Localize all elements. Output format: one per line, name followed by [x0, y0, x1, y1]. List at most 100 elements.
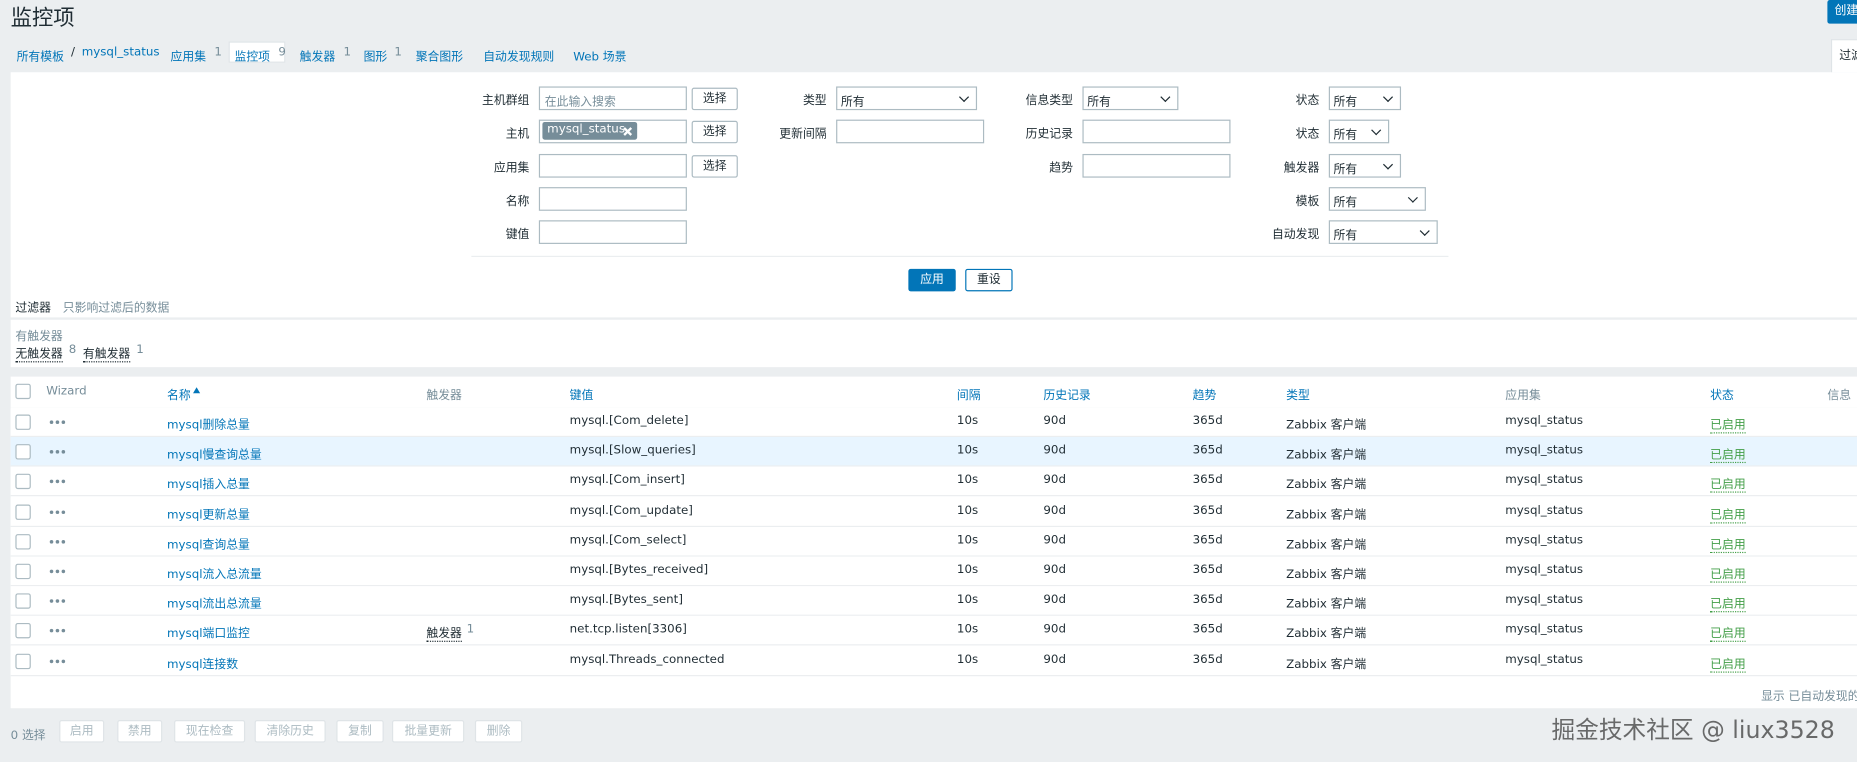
tab[interactable]: 监控项 [234, 50, 271, 64]
cell-name[interactable]: mysql端口监控 [166, 628, 250, 642]
cell-status[interactable]: 已启用 [1710, 653, 1746, 673]
column-header[interactable]: 状态 [1710, 389, 1734, 403]
cell-key: mysql.[Com_select] [569, 533, 687, 547]
breadcrumb[interactable]: 所有模板 [16, 50, 64, 64]
column-header: Wizard [46, 384, 87, 398]
cell-name[interactable]: mysql删除总量 [166, 419, 250, 433]
cell-status[interactable]: 已启用 [1710, 564, 1746, 583]
row-checkbox[interactable] [15, 563, 31, 580]
cell-name[interactable]: mysql连接数 [166, 657, 239, 672]
filter-select[interactable] [1328, 220, 1438, 244]
filter-label: 类型 [802, 94, 827, 108]
cell-history: 90d [1043, 474, 1066, 488]
cell-status[interactable]: 已启用 [1710, 504, 1746, 523]
cell-status[interactable]: 已启用 [1710, 415, 1746, 434]
header-checkbox[interactable] [15, 383, 31, 400]
action-button[interactable]: 启用 [59, 720, 105, 743]
select-button[interactable]: 选择 [691, 87, 738, 111]
cell-name[interactable]: mysql插入总量 [166, 478, 250, 492]
tab-count: 1 [394, 46, 402, 60]
filter-tab[interactable]: 过滤 [1830, 39, 1857, 73]
wizard-dot [55, 539, 60, 544]
column-header[interactable]: 名称 [166, 389, 191, 403]
cell-name[interactable]: mysql查询总量 [166, 538, 250, 552]
cell-status[interactable]: 已启用 [1710, 534, 1746, 553]
tab[interactable]: 应用集 [170, 50, 207, 64]
reset-button[interactable]: 重设 [965, 268, 1013, 292]
wizard-dot [49, 629, 54, 633]
cell-name[interactable]: mysql慢查询总量 [166, 449, 262, 463]
row-checkbox[interactable] [15, 593, 31, 609]
action-button[interactable]: 批量更新 [392, 720, 465, 743]
row-checkbox[interactable] [15, 653, 31, 669]
column-header[interactable]: 键值 [569, 389, 594, 403]
filter-select[interactable] [1328, 119, 1390, 144]
column-header[interactable]: 间隔 [956, 389, 981, 403]
subfilter-option[interactable]: 无触发器 [15, 343, 63, 363]
filter-label: 主机 [505, 127, 530, 141]
column-header[interactable]: 趋势 [1192, 389, 1217, 403]
breadcrumb[interactable]: mysql_status [81, 46, 160, 60]
cell-name[interactable]: mysql流入总流量 [166, 568, 262, 582]
row-checkbox[interactable] [15, 533, 31, 550]
column-header[interactable]: 类型 [1286, 389, 1310, 403]
tab[interactable]: Web 场景 [573, 50, 627, 64]
cell-status[interactable]: 已启用 [1710, 623, 1746, 643]
filter-input[interactable] [538, 86, 687, 111]
tab[interactable]: 聚合图形 [415, 50, 464, 64]
filter-select[interactable] [1082, 86, 1179, 111]
action-button[interactable]: 复制 [336, 720, 384, 743]
tab[interactable]: 图形 [363, 50, 388, 64]
row-checkbox[interactable] [15, 414, 31, 430]
cell-trigger[interactable]: 触发器 [426, 623, 462, 643]
filter-input[interactable] [1082, 119, 1231, 144]
host-tag: mysql_status [542, 121, 638, 140]
cell-app: mysql_status [1505, 653, 1584, 667]
filter-select[interactable] [1328, 86, 1402, 111]
action-button[interactable]: 清除历史 [254, 720, 326, 743]
tag-remove[interactable] [623, 127, 633, 136]
column-header[interactable]: 历史记录 [1043, 389, 1091, 403]
cell-app: mysql_status [1505, 623, 1584, 637]
wizard-dot [61, 599, 66, 604]
row-checkbox[interactable] [15, 444, 31, 460]
select-button[interactable]: 选择 [691, 155, 738, 178]
subfilter-count: 1 [136, 343, 144, 357]
select-value: 所有 [1333, 163, 1358, 177]
filter-input[interactable] [538, 220, 687, 244]
cell-trend: 365d [1192, 533, 1223, 547]
filter-input[interactable] [538, 153, 687, 178]
cell-status[interactable]: 已启用 [1710, 594, 1746, 613]
wizard-dot [61, 539, 66, 544]
action-button[interactable]: 删除 [474, 720, 523, 743]
cell-app: mysql_status [1505, 593, 1584, 607]
apply-button[interactable]: 应用 [908, 268, 956, 292]
tab[interactable]: 自动发现规则 [483, 50, 555, 64]
cell-status[interactable]: 已启用 [1710, 474, 1746, 494]
subfilter-option[interactable]: 有触发器 [82, 343, 131, 363]
action-button[interactable]: 现在检查 [174, 720, 246, 743]
select-button[interactable]: 选择 [691, 120, 738, 144]
filter-select[interactable] [836, 86, 978, 111]
row-checkbox[interactable] [15, 504, 31, 520]
cell-name[interactable]: mysql流出总流量 [166, 598, 262, 612]
cell-trigger-count: 1 [466, 623, 475, 637]
tab-count: 1 [214, 46, 222, 60]
filter-select[interactable] [1328, 187, 1426, 211]
tab[interactable]: 触发器 [299, 50, 336, 64]
filter-input[interactable] [538, 187, 687, 211]
cell-status[interactable]: 已启用 [1710, 444, 1746, 464]
filter-input[interactable] [836, 119, 985, 144]
row-checkbox[interactable] [15, 474, 31, 490]
action-button[interactable]: 禁用 [117, 720, 163, 743]
select-value: 所有 [1087, 95, 1111, 109]
row-bg [10, 407, 1857, 438]
cell-name[interactable]: mysql更新总量 [166, 508, 250, 522]
filter-select[interactable] [1328, 153, 1402, 178]
filter-input[interactable] [1082, 153, 1231, 178]
row-checkbox[interactable] [15, 623, 31, 639]
create-button[interactable]: 创建 [1827, 0, 1857, 24]
selected-count: 0 选择 [10, 729, 46, 743]
select-value: 所有 [1333, 196, 1358, 210]
